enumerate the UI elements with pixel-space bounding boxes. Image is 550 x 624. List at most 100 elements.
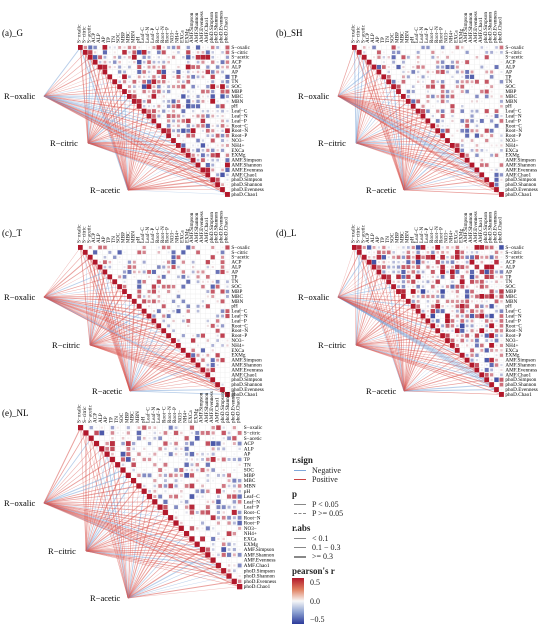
cell-frame (176, 284, 181, 289)
cell (158, 96, 160, 98)
cell-frame (220, 319, 225, 324)
cell (226, 46, 230, 50)
cell (162, 50, 166, 54)
cell (190, 452, 194, 456)
cell-frame (215, 260, 220, 265)
cell (143, 270, 146, 273)
cell (426, 280, 429, 283)
cell (500, 251, 502, 253)
cell-frame (171, 270, 176, 275)
cell-frame (215, 255, 220, 260)
cell (222, 340, 224, 342)
cell (181, 109, 185, 113)
cell (436, 65, 439, 68)
cell (143, 295, 146, 298)
cell (137, 431, 141, 435)
cell-frame (181, 265, 186, 270)
cell (206, 168, 211, 173)
cell (491, 286, 493, 288)
cell-frame (484, 60, 489, 65)
cell-frame (186, 294, 191, 299)
cell-frame (455, 133, 460, 138)
cell-frame (200, 515, 205, 520)
cell-frame (186, 109, 191, 114)
cell (372, 65, 377, 70)
cell (192, 144, 194, 146)
cell (465, 314, 469, 318)
cell (495, 334, 498, 337)
cell (202, 95, 204, 97)
cell-frame (215, 265, 220, 270)
cell (479, 294, 484, 299)
cell-frame (475, 50, 480, 55)
cell (83, 250, 88, 255)
cell-frame (120, 425, 125, 430)
cell (227, 436, 231, 440)
cell-frame (171, 274, 176, 279)
cell (192, 110, 194, 112)
cell (206, 163, 210, 167)
cell-frame (181, 245, 186, 250)
cell-frame (220, 45, 225, 50)
cell (223, 511, 225, 513)
cell (147, 300, 150, 303)
cell (446, 285, 449, 288)
cell (162, 275, 166, 279)
cell (216, 285, 220, 289)
cell (466, 51, 469, 54)
cell-frame (489, 299, 494, 304)
cell-frame (152, 250, 157, 255)
cell-frame (475, 104, 480, 109)
cell (176, 343, 181, 348)
cell-frame (195, 515, 200, 520)
cell-frame (176, 250, 181, 255)
cell (153, 453, 156, 456)
cell (225, 168, 229, 172)
cell (490, 373, 493, 376)
cell-frame (426, 114, 431, 119)
cell (162, 75, 166, 79)
cell (450, 285, 454, 289)
cell (196, 149, 200, 153)
cell-frame (484, 158, 489, 163)
cell (147, 314, 152, 319)
cell (128, 85, 131, 88)
cell (182, 80, 185, 83)
cell (158, 495, 162, 499)
cell (402, 66, 404, 68)
cell (133, 46, 136, 49)
cell-frame (479, 143, 484, 148)
cell-frame (132, 65, 137, 70)
cell (480, 285, 484, 289)
cell (152, 119, 157, 124)
cell (412, 300, 415, 303)
cell (500, 261, 502, 263)
cell (148, 95, 151, 98)
cell-frame (450, 79, 455, 84)
cell-frame (200, 505, 205, 510)
cell (496, 369, 498, 371)
cell (239, 464, 241, 466)
cell (422, 251, 424, 253)
cell (465, 289, 469, 293)
cell-frame (136, 467, 141, 472)
cell-frame (372, 60, 377, 65)
cell (222, 164, 224, 166)
cell-frame (216, 547, 221, 552)
cell (206, 129, 210, 133)
cell-frame (489, 148, 494, 153)
cell (137, 474, 140, 477)
cell-frame (210, 319, 215, 324)
cell (147, 99, 151, 103)
cell (386, 79, 391, 84)
cell (476, 261, 478, 263)
cell-frame (200, 436, 205, 441)
cell (133, 71, 135, 73)
cell (440, 289, 445, 294)
cell (352, 245, 357, 250)
cell (114, 46, 116, 48)
cell (216, 173, 219, 176)
cell-frame (201, 363, 206, 368)
cell (192, 47, 194, 49)
cell (432, 246, 434, 248)
